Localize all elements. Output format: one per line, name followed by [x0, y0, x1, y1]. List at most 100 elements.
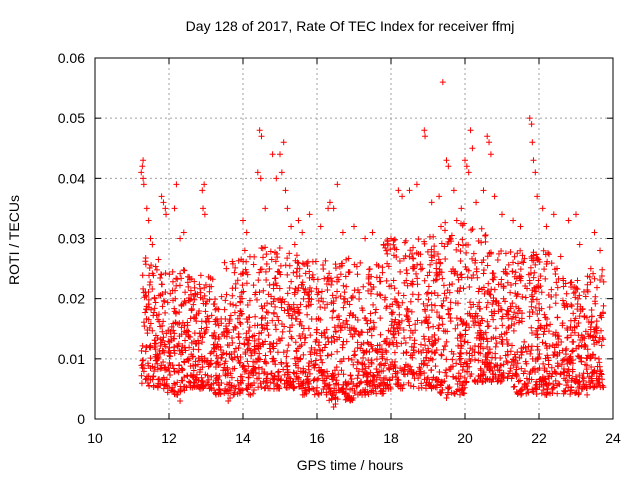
- data-point: [516, 317, 523, 324]
- data-point: [414, 261, 421, 268]
- data-point: [243, 280, 250, 287]
- data-point: [338, 367, 345, 374]
- data-point: [454, 322, 461, 329]
- data-point: [306, 274, 313, 281]
- data-point: [270, 281, 277, 288]
- data-point: [512, 280, 519, 287]
- data-point: [517, 277, 524, 284]
- data-point: [487, 291, 494, 298]
- data-point: [238, 310, 245, 317]
- data-point: [372, 385, 379, 392]
- data-point: [363, 370, 370, 377]
- data-point: [243, 330, 250, 337]
- data-point: [403, 266, 410, 273]
- data-point: [300, 325, 307, 332]
- data-point: [463, 349, 470, 356]
- data-point: [266, 282, 273, 288]
- data-point: [535, 317, 542, 324]
- data-point: [240, 217, 246, 224]
- data-point: [532, 381, 539, 388]
- data-point: [597, 247, 604, 254]
- data-point: [454, 380, 461, 387]
- data-point: [534, 346, 541, 353]
- data-point: [356, 295, 363, 302]
- data-point: [372, 309, 379, 316]
- data-point: [513, 372, 520, 379]
- data-point: [482, 238, 489, 245]
- data-point: [317, 304, 324, 311]
- data-point: [248, 352, 255, 359]
- data-point: [537, 376, 544, 383]
- data-point: [293, 252, 300, 259]
- data-point: [507, 367, 514, 374]
- data-point: [541, 325, 548, 332]
- data-point: [267, 379, 274, 386]
- data-point: [417, 368, 424, 375]
- data-point: [185, 357, 192, 364]
- data-point: [598, 314, 605, 321]
- data-point: [369, 229, 376, 236]
- data-point: [240, 363, 247, 370]
- data-point: [498, 331, 505, 338]
- data-point: [210, 332, 217, 339]
- data-point: [430, 233, 437, 240]
- data-point: [495, 302, 502, 309]
- data-point: [206, 288, 213, 295]
- data-point: [453, 217, 460, 224]
- data-point: [292, 285, 299, 292]
- data-point: [321, 383, 328, 390]
- data-point: [548, 286, 555, 293]
- data-point: [391, 296, 398, 303]
- data-point: [358, 378, 365, 385]
- data-point: [574, 301, 581, 308]
- data-point: [546, 304, 553, 311]
- data-point: [493, 340, 500, 347]
- data-point: [502, 352, 509, 359]
- data-point: [255, 355, 262, 362]
- data-point: [438, 223, 445, 230]
- data-point: [554, 362, 561, 369]
- data-point: [184, 356, 191, 363]
- data-point: [581, 341, 588, 348]
- data-point: [578, 358, 585, 365]
- data-point: [268, 370, 275, 377]
- data-point: [170, 335, 177, 342]
- data-point: [207, 275, 214, 282]
- data-point: [467, 312, 474, 319]
- data-point: [441, 290, 448, 297]
- data-point: [354, 344, 361, 351]
- data-point: [329, 314, 336, 321]
- data-point: [469, 352, 476, 359]
- data-point: [259, 365, 266, 372]
- data-point: [277, 377, 284, 384]
- data-point: [299, 229, 306, 236]
- data-point: [377, 331, 384, 338]
- data-point: [307, 351, 314, 358]
- data-point: [256, 127, 263, 134]
- data-point: [401, 335, 408, 342]
- data-point: [254, 169, 261, 176]
- data-point: [221, 259, 228, 266]
- data-point: [296, 356, 303, 363]
- data-point: [250, 390, 257, 397]
- data-point: [159, 303, 166, 310]
- data-point: [145, 288, 152, 295]
- data-point: [514, 290, 521, 297]
- data-point: [353, 382, 360, 389]
- data-point: [359, 361, 366, 368]
- data-point: [348, 379, 355, 386]
- data-point: [595, 355, 602, 362]
- data-point: [161, 298, 168, 305]
- data-point: [235, 333, 242, 340]
- data-point: [449, 356, 456, 363]
- data-point: [540, 247, 547, 254]
- data-point: [263, 251, 270, 258]
- data-point: [175, 340, 182, 347]
- data-point: [550, 211, 557, 218]
- data-point: [250, 261, 257, 268]
- data-point: [469, 255, 476, 262]
- data-point: [343, 256, 350, 263]
- data-point: [487, 364, 494, 371]
- data-point: [313, 387, 320, 394]
- data-point: [255, 277, 262, 284]
